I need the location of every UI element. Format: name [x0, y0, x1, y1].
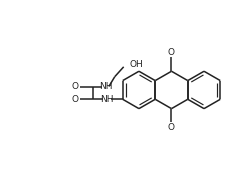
Text: O: O [72, 95, 79, 104]
Text: O: O [72, 82, 79, 91]
Text: OH: OH [130, 60, 143, 69]
Text: NH: NH [100, 95, 114, 104]
Text: O: O [168, 123, 175, 132]
Text: NH: NH [99, 82, 113, 91]
Text: O: O [168, 48, 175, 57]
